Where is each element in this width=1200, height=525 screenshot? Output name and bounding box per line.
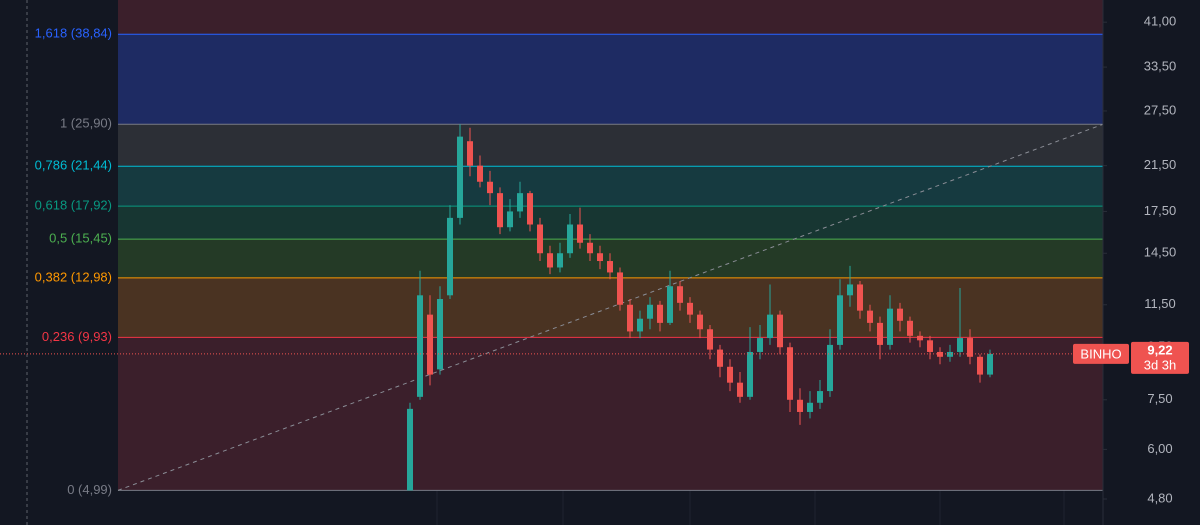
fib-level-label: 0,618 (17,92) (35, 198, 112, 213)
candle-body (707, 329, 713, 350)
candle-body (967, 338, 973, 357)
candle-body (547, 253, 553, 268)
candle-body (577, 224, 583, 243)
symbol-label: BINHO (1080, 346, 1121, 361)
candle-body (797, 399, 803, 412)
y-tick-label: 17,50 (1144, 203, 1177, 218)
candle-body (537, 224, 543, 254)
candle-body (757, 338, 763, 352)
fib-level-label: 0,236 (9,93) (42, 329, 112, 344)
trend-line (117, 123, 1104, 491)
candle-body (647, 304, 653, 319)
candle-body (957, 338, 963, 352)
fib-band (118, 124, 1103, 167)
candle-body (467, 141, 473, 166)
candle-body (747, 351, 753, 397)
candle-body (847, 284, 853, 296)
candle-body (507, 211, 513, 228)
candle-body (457, 136, 463, 218)
candle-body (637, 318, 643, 332)
candle-body (787, 347, 793, 400)
y-tick-label: 4,80 (1147, 490, 1172, 505)
candle-body (907, 320, 913, 336)
candle-body (407, 408, 413, 491)
fib-levels: 0 (4,99) 0,236 (9,93) 0,382 (12,98) 0,5 (15… (35, 26, 1104, 497)
candle-body (597, 253, 603, 262)
candle-body (857, 284, 863, 311)
y-tick-label: 14,50 (1144, 245, 1177, 260)
candle-body (437, 299, 443, 370)
candle-body (867, 310, 873, 323)
candle-body (497, 193, 503, 228)
fib-band (118, 0, 1103, 35)
candle-body (777, 314, 783, 348)
candle-body (687, 302, 693, 315)
fib-band (118, 166, 1103, 207)
candle-body (817, 391, 823, 403)
y-tick-label: 33,50 (1144, 59, 1177, 74)
fib-level-label: 0,786 (21,44) (35, 158, 112, 173)
candle-body (517, 193, 523, 212)
symbol-tag (1073, 343, 1129, 364)
candle-body (477, 165, 483, 182)
y-tick-label: 6,00 (1147, 441, 1172, 456)
candle-body (887, 308, 893, 345)
candle-body (947, 351, 953, 357)
candle-body (677, 286, 683, 303)
candle-body (697, 314, 703, 330)
candle-body (927, 340, 933, 352)
fib-bands (118, 0, 1103, 491)
candle-body (667, 286, 673, 323)
candle-body (877, 322, 883, 345)
price-axis: 41,0033,5027,5021,5017,5014,5011,509,507… (1102, 0, 1200, 525)
candle-body (557, 253, 563, 268)
y-tick-label: 21,50 (1144, 157, 1177, 172)
candle-body (987, 353, 993, 375)
candle-body (527, 193, 533, 225)
candle-body (897, 308, 903, 321)
y-tick-label: 7,50 (1147, 391, 1172, 406)
fib-level-label: 0 (4,99) (67, 482, 112, 497)
candle-body (807, 402, 813, 412)
fib-level-label: 1 (25,90) (60, 116, 112, 131)
fib-band (118, 337, 1103, 491)
fib-band (118, 277, 1103, 338)
candle-body (917, 335, 923, 341)
candle-body (417, 295, 423, 397)
candle-body (727, 366, 733, 383)
candle-body (827, 344, 833, 392)
candle-body (607, 261, 613, 273)
candle-body (717, 349, 723, 367)
candle-body (657, 304, 663, 323)
last-price-tag (1131, 341, 1189, 374)
y-tick-label: 11,50 (1144, 296, 1176, 311)
candle-body (837, 295, 843, 345)
candle-body (447, 217, 453, 296)
candle-body (977, 356, 983, 375)
fib-level-label: 1,618 (38,84) (35, 26, 112, 41)
axis-background (1103, 0, 1200, 525)
y-tick-label: 27,50 (1144, 102, 1177, 117)
fib-level-label: 0,5 (15,45) (49, 231, 112, 246)
candle-body (567, 224, 573, 254)
countdown-label: 3d 3h (1144, 357, 1177, 372)
fib-level-label: 0,382 (12,98) (35, 269, 112, 284)
candle-body (487, 181, 493, 194)
candle-body (587, 242, 593, 254)
candle-body (767, 314, 773, 339)
y-tick-label: 41,00 (1144, 14, 1177, 29)
candle-body (737, 382, 743, 397)
candle-body (617, 272, 623, 305)
candle-body (427, 314, 433, 375)
last-price-label: 9,22 (1147, 342, 1172, 357)
candle-body (627, 304, 633, 332)
candles (407, 124, 993, 491)
fib-band (118, 34, 1103, 125)
fib-band (118, 206, 1103, 240)
